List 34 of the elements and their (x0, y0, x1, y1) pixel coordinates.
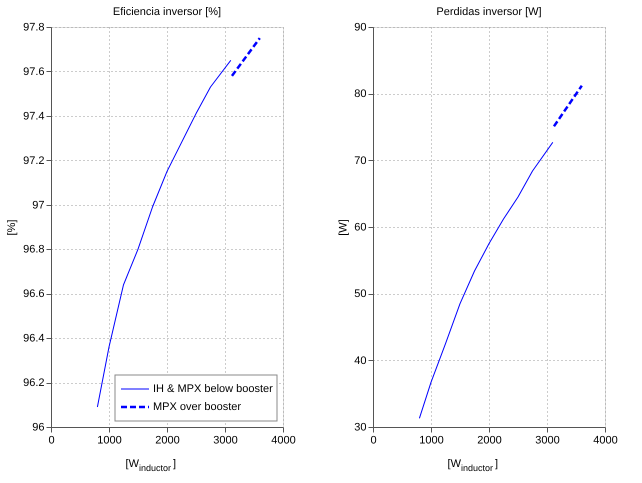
x-tick-label: 4000 (271, 434, 296, 446)
y-tick-label: 96 (32, 422, 44, 434)
x-tick-label: 2000 (155, 434, 180, 446)
x-tick-label: 4000 (593, 434, 618, 446)
x-tick-label: 3000 (213, 434, 238, 446)
y-tick-label: 60 (354, 222, 366, 234)
y-tick-label: 97 (32, 199, 44, 212)
x-tick-label: 1000 (97, 434, 122, 446)
chart-title: Perdidas inversor [W] (436, 6, 542, 18)
x-tick-label: 2000 (477, 434, 502, 446)
y-tick-label: 97.4 (23, 110, 44, 122)
legend-label: MPX over booster (153, 401, 242, 413)
y-tick-label: 96.4 (23, 332, 44, 345)
x-tick-label: 1000 (419, 434, 444, 446)
x-tick-label: 0 (48, 434, 55, 446)
chart-title: Eficiencia inversor [%] (112, 6, 222, 18)
y-tick-label: 96.8 (23, 244, 44, 256)
y-tick-label: 90 (354, 22, 366, 34)
y-tick-label: 40 (354, 354, 366, 367)
y-axis-title: [W] (337, 219, 350, 236)
y-tick-label: 97.6 (23, 66, 44, 78)
y-tick-label: 80 (354, 88, 366, 100)
y-tick-label: 70 (354, 154, 366, 167)
line-series (418, 142, 554, 419)
y-tick-label: 96.2 (23, 377, 44, 390)
y-tick-label: 50 (354, 288, 366, 300)
y-tick-label: 30 (354, 422, 366, 434)
y-axis-title: [%] (6, 220, 18, 236)
x-tick-label: 3000 (535, 434, 560, 446)
x-tick-label: 0 (370, 434, 377, 446)
y-tick-label: 96.6 (23, 288, 44, 300)
y-tick-label: 97.8 (23, 22, 44, 34)
y-tick-label: 97.2 (23, 154, 44, 167)
legend-label: IH & MPX below booster (153, 383, 274, 395)
